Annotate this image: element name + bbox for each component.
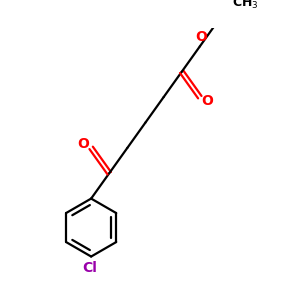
Text: Cl: Cl [82, 261, 97, 275]
Text: O: O [201, 94, 213, 108]
Text: O: O [77, 137, 89, 151]
Text: O: O [196, 30, 208, 44]
Text: CH$_3$: CH$_3$ [232, 0, 258, 11]
